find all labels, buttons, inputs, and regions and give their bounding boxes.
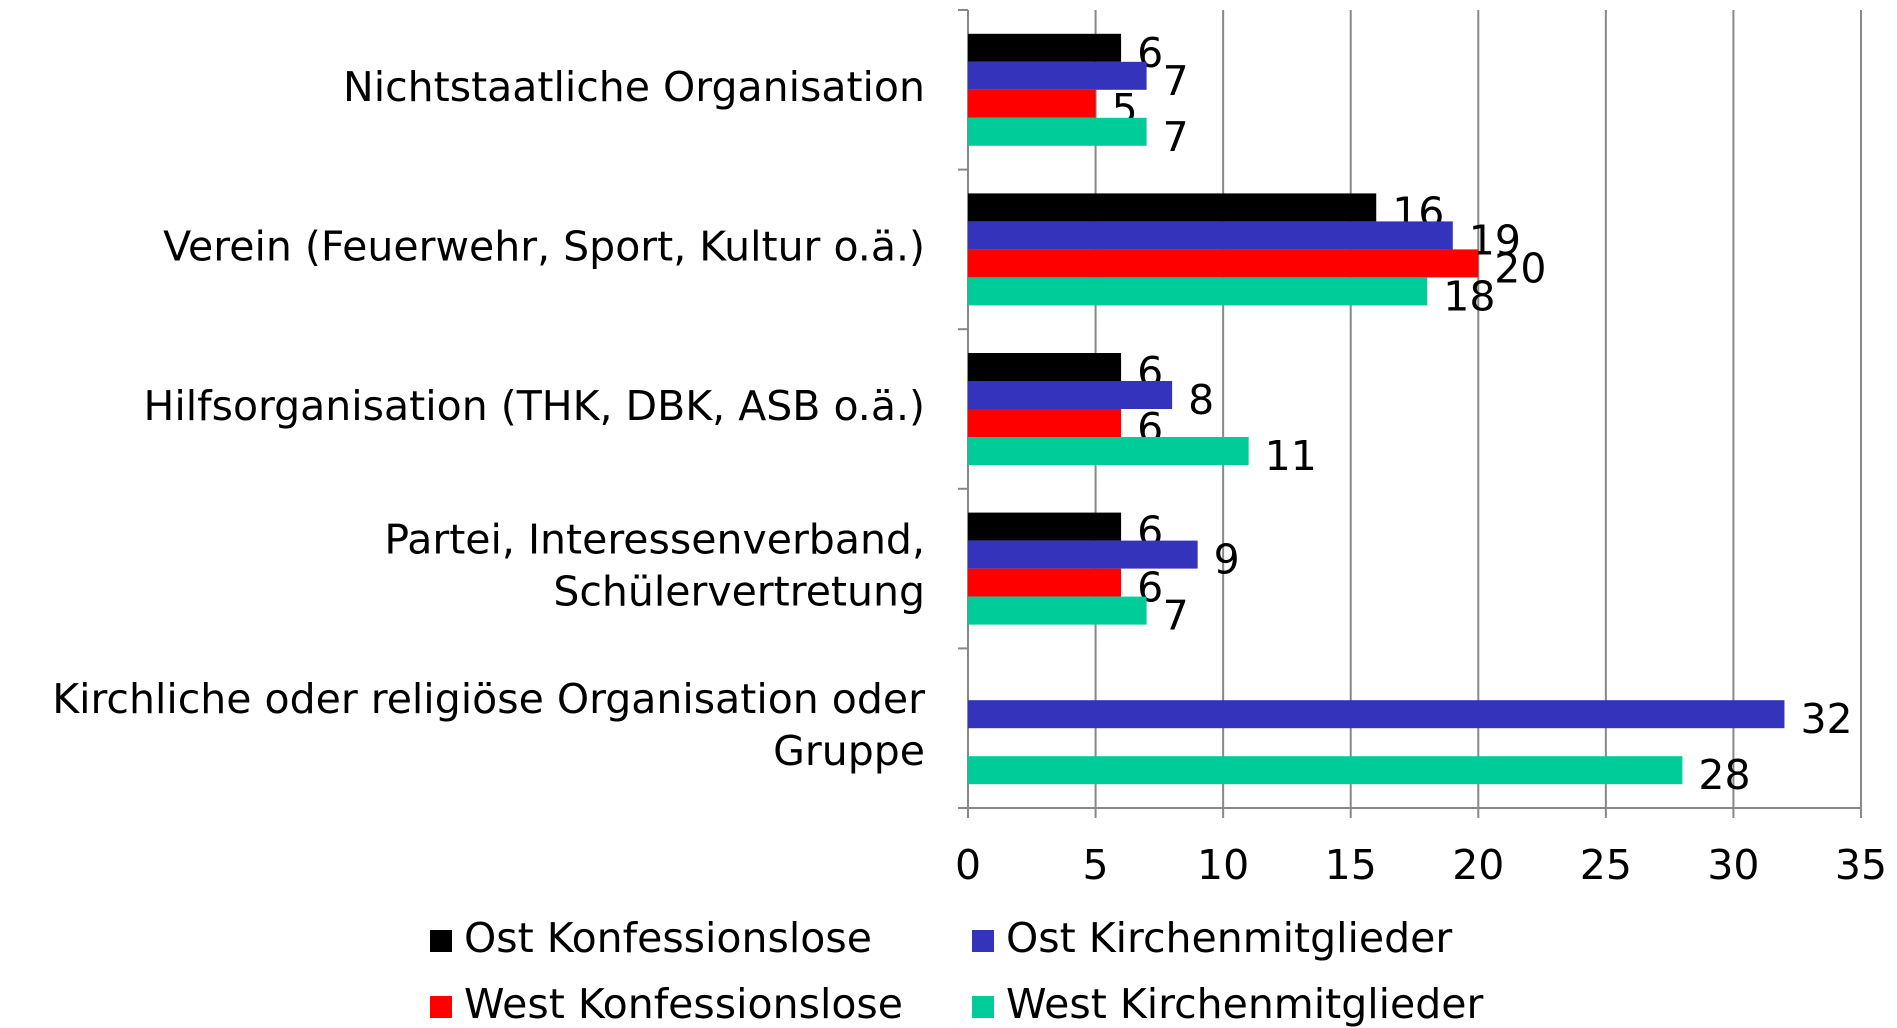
- legend-swatch: [430, 996, 452, 1018]
- data-label: 18: [1443, 272, 1495, 320]
- bar: [968, 596, 1147, 625]
- legend-label: West Konfessionslose: [464, 980, 903, 1028]
- x-tick-label: 20: [1452, 841, 1504, 889]
- legend-label: Ost Konfessionslose: [464, 914, 872, 962]
- bar: [968, 437, 1249, 465]
- legend-swatch: [972, 930, 994, 952]
- data-label: 28: [1698, 751, 1750, 799]
- legend-label: West Kirchenmitglieder: [1006, 980, 1483, 1028]
- legend-swatch: [972, 996, 994, 1018]
- x-tick-label: 5: [1083, 841, 1109, 889]
- legend-label: Ost Kirchenmitglieder: [1006, 914, 1452, 962]
- bar: [968, 700, 1785, 729]
- bar: [968, 512, 1122, 541]
- bar: [968, 756, 1683, 785]
- bar: [968, 540, 1198, 569]
- bar: [968, 117, 1147, 146]
- data-label: 8: [1188, 376, 1214, 424]
- bar: [968, 381, 1173, 409]
- bar: [968, 33, 1122, 62]
- bar: [968, 277, 1428, 306]
- legend-swatch: [430, 930, 452, 952]
- bar: [968, 221, 1453, 250]
- y-tick-label: Kirchliche oder religiöse Organisation o…: [52, 675, 925, 775]
- bar: [968, 409, 1122, 437]
- data-label: 11: [1265, 432, 1317, 480]
- x-tick-label: 15: [1325, 841, 1377, 889]
- y-tick-label: Hilfsorganisation (THK, DBK, ASB o.ä.): [144, 382, 925, 430]
- data-label: 20: [1494, 244, 1546, 292]
- x-tick-label: 25: [1580, 841, 1632, 889]
- y-tick-label: Partei, Interessenverband, Schülervertret…: [384, 516, 925, 616]
- data-label: 7: [1163, 113, 1189, 161]
- x-tick-label: 35: [1835, 841, 1887, 889]
- bar: [968, 89, 1096, 118]
- data-label: 32: [1800, 695, 1852, 743]
- data-label: 7: [1163, 57, 1189, 105]
- data-label: 9: [1214, 536, 1240, 584]
- y-tick-label: Verein (Feuerwehr, Sport, Kultur o.ä.): [163, 222, 925, 270]
- data-label: 7: [1163, 592, 1189, 640]
- bar: [968, 568, 1122, 597]
- bar: [968, 61, 1147, 90]
- bar: [968, 193, 1377, 222]
- x-tick-label: 0: [955, 841, 981, 889]
- x-tick-label: 10: [1197, 841, 1249, 889]
- bar: [968, 353, 1122, 381]
- x-tick-label: 30: [1707, 841, 1759, 889]
- bar: [968, 249, 1479, 278]
- y-tick-label: Nichtstaatliche Organisation: [343, 63, 925, 111]
